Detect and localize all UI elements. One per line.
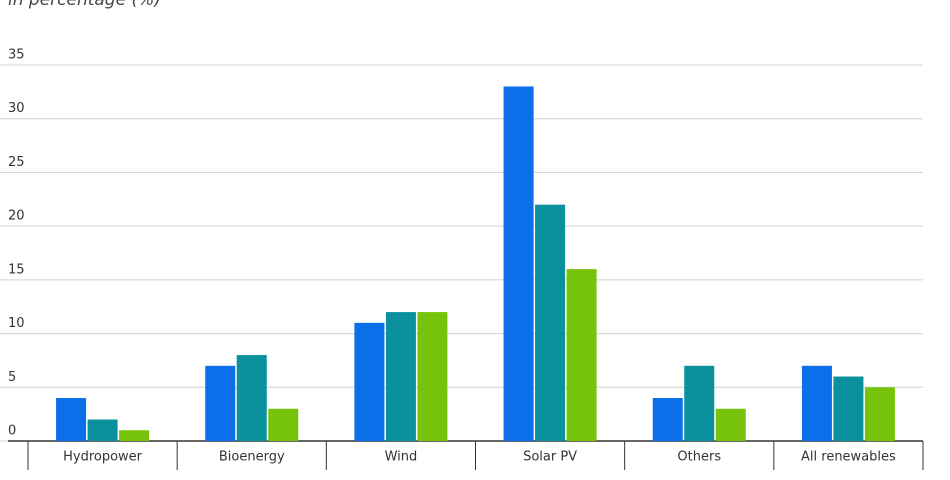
bar: [684, 365, 715, 441]
bar: [801, 365, 832, 441]
x-tick-label: Solar PV: [523, 450, 577, 465]
bar: [652, 398, 683, 441]
y-tick-label: 10: [8, 316, 25, 331]
bar: [205, 365, 236, 441]
x-tick-label: Bioenergy: [219, 450, 285, 465]
bar: [566, 269, 597, 441]
bar: [715, 408, 746, 441]
bar: [535, 204, 566, 441]
bar: [833, 376, 864, 441]
bar: [119, 430, 150, 441]
y-tick-label: 30: [8, 101, 25, 116]
x-tick-label: Others: [677, 450, 721, 465]
bar: [503, 86, 534, 441]
bar: [268, 408, 299, 441]
y-tick-label: 25: [8, 155, 25, 170]
bar: [385, 312, 416, 441]
bar: [354, 322, 385, 441]
y-tick-label: 5: [8, 370, 16, 385]
bar: [417, 312, 448, 441]
x-tick-label: Hydropower: [63, 450, 143, 465]
bar: [864, 387, 895, 441]
bar: [56, 398, 87, 441]
bar: [87, 419, 118, 441]
chart-subtitle: in percentage (%): [8, 0, 161, 10]
y-tick-label: 35: [8, 48, 25, 63]
y-tick-label: 15: [8, 262, 25, 277]
x-tick-label: All renewables: [801, 450, 896, 465]
y-tick-label: 20: [8, 209, 25, 224]
x-tick-label: Wind: [385, 450, 418, 465]
bar: [236, 355, 267, 441]
y-tick-label: 0: [8, 424, 16, 439]
